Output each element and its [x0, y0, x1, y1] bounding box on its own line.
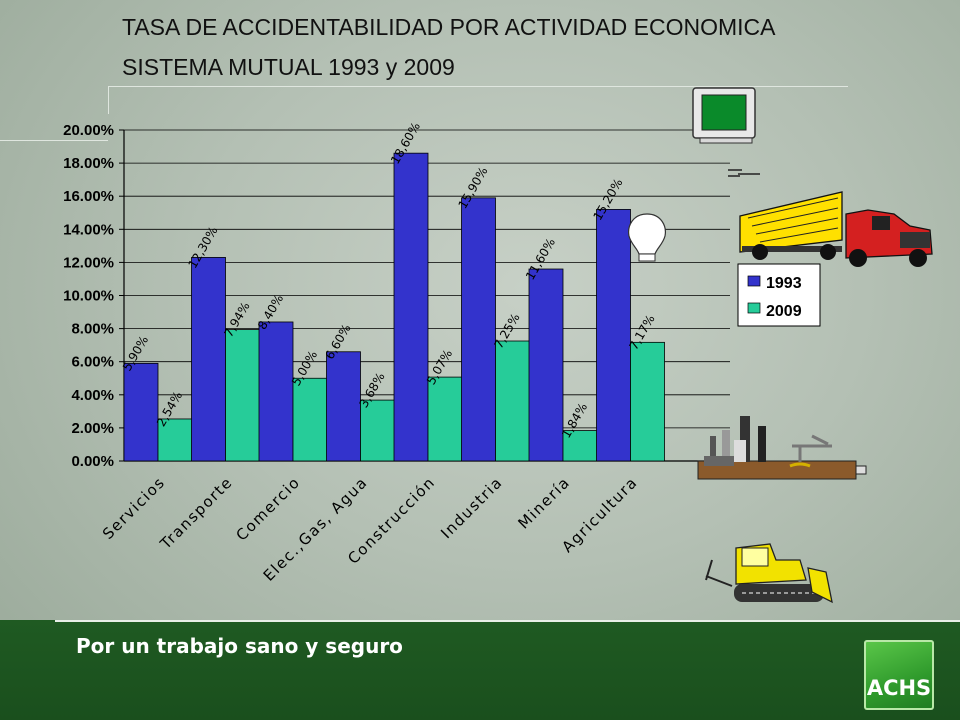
frame-line-mid [0, 140, 108, 141]
bar-1993-5 [461, 197, 496, 462]
y-tick-label: 14.00% [63, 221, 114, 238]
x-tick-label: Industria [437, 473, 506, 542]
y-tick-label: 8.00% [71, 321, 114, 338]
bar-1993-3 [326, 351, 361, 462]
bar-2009-1 [225, 329, 260, 462]
footer-slogan: Por un trabajo sano y seguro [76, 634, 403, 658]
x-tick-label: Minería [515, 473, 574, 532]
y-tick-label: 12.00% [63, 254, 114, 271]
legend: 1993 2009 [737, 263, 821, 327]
footer-divider [55, 620, 960, 622]
footer-bar [0, 620, 960, 720]
y-tick-label: 6.00% [71, 354, 114, 371]
lightbulb-icon [628, 213, 666, 262]
bar-1993-7 [596, 209, 631, 462]
title-line1: TASA DE ACCIDENTABILIDAD POR ACTIVIDAD E… [122, 14, 776, 40]
bar-2009-2 [292, 377, 328, 462]
bulldozer-icon [705, 543, 833, 604]
bar-1993-6 [528, 268, 564, 462]
truck-icon [739, 191, 933, 267]
factory-icon [697, 416, 867, 480]
legend-label-2009: 2009 [766, 303, 802, 320]
bar-1993-0 [123, 362, 159, 462]
bar-1993-4 [393, 152, 429, 462]
frame-line-top [108, 86, 848, 87]
bar-2009-5 [495, 340, 530, 462]
y-tick-label: 10.00% [63, 288, 114, 305]
y-tick-label: 2.00% [71, 420, 114, 437]
x-tick-label: Comercio [232, 473, 303, 544]
bar-2009-7 [630, 341, 665, 462]
computer-icon [692, 87, 760, 177]
legend-swatch-1993 [747, 275, 761, 287]
bar-1993-2 [258, 321, 294, 462]
frame-line-left [108, 86, 109, 114]
achs-logo-text: ACHS [866, 676, 932, 700]
bar-1993-1 [191, 257, 226, 462]
x-tick-label: Servicios [99, 473, 169, 543]
y-tick-label: 0.00% [71, 453, 114, 470]
title-line2: SISTEMA MUTUAL 1993 y 2009 [122, 54, 455, 80]
y-tick-label: 4.00% [71, 387, 114, 404]
bar-2009-4 [427, 376, 463, 462]
legend-label-1993: 1993 [766, 275, 802, 292]
y-tick-label: 16.00% [63, 188, 114, 205]
y-tick-label: 18.00% [63, 155, 114, 172]
bar-2009-6 [562, 430, 598, 462]
legend-swatch-2009 [747, 302, 761, 314]
y-tick-label: 20.00% [63, 122, 114, 139]
achs-logo: ACHS [864, 640, 934, 710]
